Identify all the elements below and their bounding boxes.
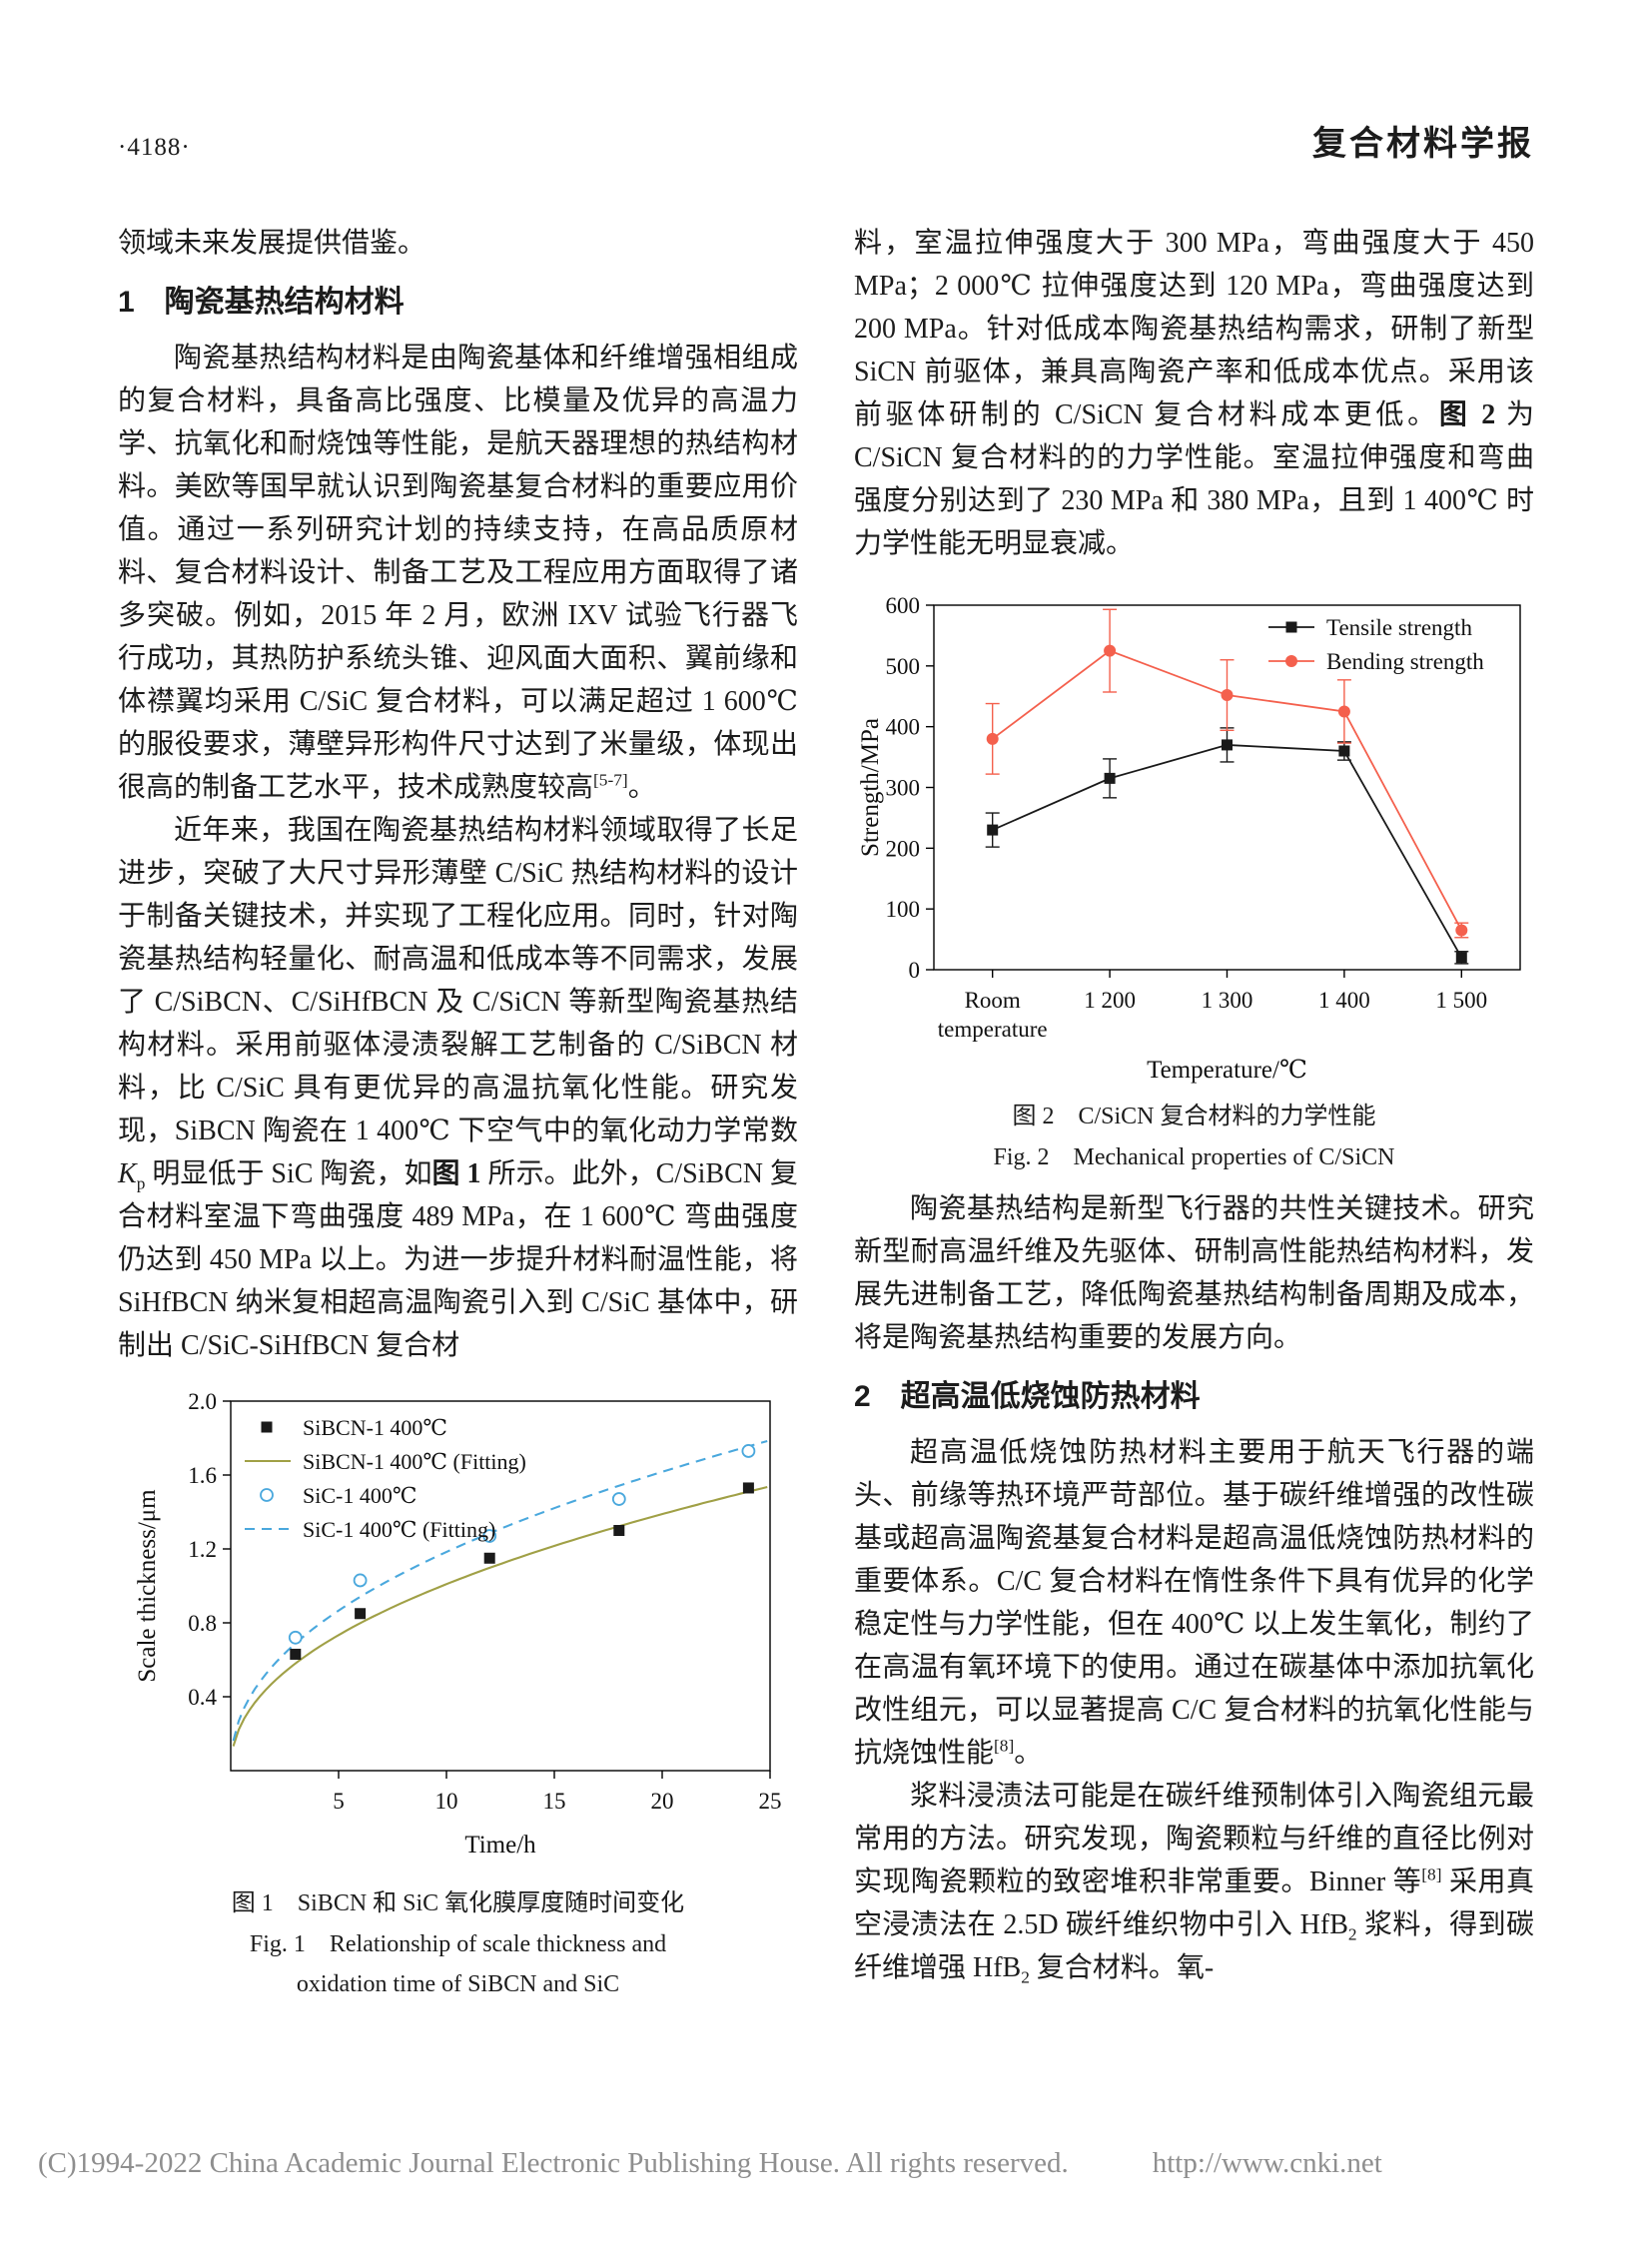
figure1-chart: 0.4 0.8 1.2 1.6 2.0 5 10 15 20 25 Time/h Scale thic… xyxy=(134,1389,782,1859)
figure1-caption-en-line1: Fig. 1 Relationship of scale thickness a… xyxy=(249,1931,667,1957)
svg-text:100: 100 xyxy=(886,897,921,922)
section-heading-1: 1 陶瓷基热结构材料 xyxy=(118,286,405,319)
paragraph-continuation: 领域未来发展提供借鉴。 xyxy=(118,228,426,259)
paragraph: 超高温低烧蚀防热材料主要用于航天飞行器的端头、前缘等热环境严苛部位。基于碳纤维增… xyxy=(854,1437,1534,1769)
svg-text:SiC-1 400℃: SiC-1 400℃ xyxy=(303,1483,416,1508)
figure1-caption: 图 1 SiBCN 和 SiC 氧化膜厚度随时间变化 Fig. 1 Relati… xyxy=(118,1882,798,2004)
svg-text:500: 500 xyxy=(886,654,921,679)
svg-text:0.8: 0.8 xyxy=(188,1611,217,1636)
footer-url: http://www.cnki.net xyxy=(1152,2147,1382,2179)
section-heading-2: 2 超高温低烧蚀防热材料 xyxy=(854,1380,1201,1413)
svg-text:25: 25 xyxy=(758,1789,781,1814)
figure2-caption-en: Fig. 2 Mechanical properties of C/SiCN xyxy=(993,1144,1395,1170)
figure2-caption: 图 2 C/SiCN 复合材料的力学性能 Fig. 2 Mechanical p… xyxy=(854,1096,1534,1177)
page-number: ·4188· xyxy=(118,134,191,161)
svg-text:Temperature/℃: Temperature/℃ xyxy=(1147,1057,1307,1084)
svg-text:Bending strength: Bending strength xyxy=(1326,649,1484,674)
svg-text:1.2: 1.2 xyxy=(188,1537,217,1562)
page-header: ·4188· 复合材料学报 xyxy=(118,116,1534,165)
figure2-chart: 0 100 200 300 400 500 600 Room temperature 1 200 1… xyxy=(857,593,1521,1084)
svg-text:0.4: 0.4 xyxy=(188,1685,217,1710)
paragraph: 陶瓷基热结构材料是由陶瓷基体和纤维增强相组成的复合材料，具备高比强度、比模量及优… xyxy=(118,343,798,803)
svg-text:1 300: 1 300 xyxy=(1202,988,1253,1013)
svg-text:200: 200 xyxy=(886,836,921,861)
figure1-caption-zh: 图 1 SiBCN 和 SiC 氧化膜厚度随时间变化 xyxy=(231,1890,685,1916)
journal-title: 复合材料学报 xyxy=(1312,125,1534,163)
paragraph: 浆料浸渍法可能是在碳纤维预制体引入陶瓷组元最常用的方法。研究发现，陶瓷颗粒与纤维… xyxy=(854,1781,1534,1987)
svg-text:Room: Room xyxy=(965,988,1021,1013)
svg-text:600: 600 xyxy=(886,593,921,618)
page-footer: (C)1994-2022 China Academic Journal Elec… xyxy=(38,2147,1612,2180)
svg-text:5: 5 xyxy=(333,1789,345,1814)
svg-text:1 400: 1 400 xyxy=(1318,988,1370,1013)
svg-text:20: 20 xyxy=(650,1789,673,1814)
svg-text:temperature: temperature xyxy=(938,1017,1048,1042)
left-column: 领域未来发展提供借鉴。 1 陶瓷基热结构材料 陶瓷基热结构材料是由陶瓷基体和纤维… xyxy=(118,222,798,2014)
svg-text:SiBCN-1 400℃ (Fitting): SiBCN-1 400℃ (Fitting) xyxy=(303,1449,526,1474)
svg-text:1.6: 1.6 xyxy=(188,1463,217,1488)
svg-text:Tensile strength: Tensile strength xyxy=(1326,615,1472,640)
figure1-caption-en-line2: oxidation time of SiBCN and SiC xyxy=(296,1971,620,1997)
svg-text:Time/h: Time/h xyxy=(464,1832,536,1859)
svg-text:10: 10 xyxy=(434,1789,457,1814)
content-columns: 领域未来发展提供借鉴。 1 陶瓷基热结构材料 陶瓷基热结构材料是由陶瓷基体和纤维… xyxy=(118,222,1534,2014)
figure2-caption-zh: 图 2 C/SiCN 复合材料的力学性能 xyxy=(1012,1104,1376,1129)
figure-1: 0.4 0.8 1.2 1.6 2.0 5 10 15 20 25 Time/h Scale thic… xyxy=(118,1385,798,2004)
svg-text:1 200: 1 200 xyxy=(1084,988,1136,1013)
right-column: 料，室温拉伸强度大于 300 MPa，弯曲强度大于 450 MPa；2 000℃… xyxy=(854,222,1534,2014)
copyright-text: (C)1994-2022 China Academic Journal Elec… xyxy=(38,2147,1069,2179)
svg-text:15: 15 xyxy=(542,1789,565,1814)
svg-text:Scale thickness/μm: Scale thickness/μm xyxy=(134,1489,161,1683)
svg-text:300: 300 xyxy=(886,776,921,801)
svg-text:2.0: 2.0 xyxy=(188,1389,217,1414)
figure-2: 0 100 200 300 400 500 600 Room temperature 1 200 1… xyxy=(854,583,1534,1177)
paragraph: 陶瓷基热结构是新型飞行器的共性关键技术。研究新型耐高温纤维及先驱体、研制高性能热… xyxy=(854,1193,1534,1353)
svg-text:0: 0 xyxy=(909,958,921,983)
paragraph-continuation: 料，室温拉伸强度大于 300 MPa，弯曲强度大于 450 MPa；2 000℃… xyxy=(854,228,1534,559)
svg-text:1 500: 1 500 xyxy=(1435,988,1487,1013)
svg-text:Strength/MPa: Strength/MPa xyxy=(857,718,884,857)
svg-text:SiC-1 400℃ (Fitting): SiC-1 400℃ (Fitting) xyxy=(303,1517,495,1542)
svg-text:400: 400 xyxy=(886,715,921,740)
svg-text:SiBCN-1 400℃: SiBCN-1 400℃ xyxy=(303,1415,447,1440)
paragraph: 近年来，我国在陶瓷基热结构材料领域取得了长足进步，突破了大尺寸异形薄壁 C/Si… xyxy=(118,815,798,1361)
